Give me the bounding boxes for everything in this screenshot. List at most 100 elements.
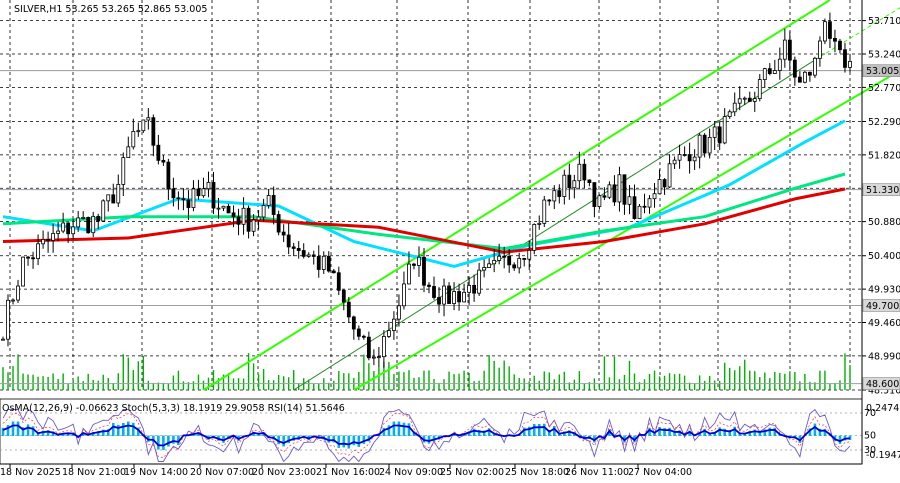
- candle-body: [637, 205, 642, 219]
- time-tick-label: 20 Nov 23:00: [252, 467, 316, 478]
- osma-bar: [848, 435, 852, 440]
- candle-body: [266, 195, 271, 206]
- osma-bar: [337, 435, 341, 448]
- osma-bar: [172, 435, 175, 444]
- candle-body: [527, 249, 532, 260]
- candle-body: [326, 255, 331, 272]
- candle-body: [131, 130, 136, 148]
- oscillator-header: OsMA(12,26,9) -0.06623 Stoch(5,3,3) 18.1…: [2, 403, 345, 414]
- candle-body: [647, 198, 652, 208]
- candle-body: [121, 157, 126, 185]
- candle-body: [477, 269, 482, 294]
- osma-bar: [763, 429, 767, 436]
- price-tick-label: 49.930: [868, 285, 900, 296]
- osma-bar: [773, 427, 777, 436]
- candle-body: [126, 146, 131, 159]
- osma-bar: [838, 435, 842, 444]
- candle-body: [562, 174, 567, 197]
- osma-bar: [467, 431, 471, 436]
- candle-body: [141, 119, 146, 132]
- candle-body: [16, 285, 20, 301]
- price-tick-label: 50.880: [868, 217, 900, 228]
- candle-body: [452, 291, 456, 304]
- osma-bar: [222, 435, 225, 443]
- osma-bar: [362, 435, 366, 444]
- osma-bar: [542, 423, 546, 436]
- osma-bar: [277, 435, 280, 445]
- osma-bar: [392, 421, 396, 436]
- osma-bar: [407, 423, 411, 436]
- time-tick-label: 25 Nov 18:00: [505, 467, 569, 478]
- osma-bar: [593, 435, 596, 443]
- candle-body: [772, 70, 777, 74]
- osma-bar: [111, 423, 115, 436]
- candle-body: [392, 318, 396, 331]
- candle-body: [522, 258, 527, 260]
- channel-mid-line: [293, 56, 821, 391]
- candle-body: [81, 217, 86, 219]
- candle-body: [682, 154, 687, 156]
- candle-body: [171, 188, 176, 199]
- candle-body: [797, 76, 802, 83]
- osma-bar: [402, 422, 406, 436]
- candle-body: [291, 246, 296, 249]
- candle-body: [767, 68, 772, 74]
- price-tick-label: 52.770: [868, 83, 900, 94]
- level-tag-box: [862, 377, 900, 390]
- candle-body: [437, 297, 441, 305]
- candle-body: [261, 205, 266, 218]
- candle-body: [286, 234, 291, 248]
- candle-body: [231, 212, 236, 218]
- candle-body: [306, 254, 311, 257]
- osma-bar: [282, 435, 285, 447]
- candle-body: [702, 134, 707, 154]
- osma-bar: [287, 435, 290, 444]
- volume-bars: [2, 353, 851, 390]
- candle-body: [597, 195, 602, 207]
- osma-bar: [823, 428, 827, 436]
- candle-body: [206, 182, 211, 190]
- candle-body: [1, 338, 5, 341]
- osma-bar: [703, 428, 706, 436]
- candle-body: [818, 40, 822, 59]
- osma-bar: [252, 431, 255, 436]
- time-tick-label: 27 Nov 04:00: [628, 467, 692, 478]
- candle-body: [557, 190, 562, 197]
- osma-bar: [21, 427, 25, 436]
- osma-bar: [177, 435, 180, 445]
- stochastic-line: [2, 408, 851, 463]
- osma-bar: [472, 428, 476, 436]
- candle-body: [241, 207, 246, 225]
- candle-body: [46, 239, 51, 241]
- candle-body: [351, 316, 356, 330]
- candle-body: [181, 198, 186, 201]
- price-tick-label: 51.820: [868, 150, 900, 161]
- osc-level-label: 30: [864, 445, 876, 456]
- osma-bar: [157, 435, 160, 450]
- level-tag-label: 53.005: [866, 66, 899, 77]
- time-tick-label: 20 Nov 07:00: [190, 467, 254, 478]
- candle-body: [592, 182, 597, 207]
- candle-body: [838, 40, 842, 51]
- candle-body: [517, 258, 522, 269]
- channel-line: [202, 0, 831, 391]
- candle-body: [226, 205, 231, 214]
- candle-body: [136, 130, 141, 133]
- candle-body: [186, 199, 191, 208]
- candle-body: [577, 163, 582, 182]
- candle-body: [236, 216, 241, 225]
- price-tick-label: 49.460: [868, 318, 900, 329]
- osma-bar: [347, 435, 351, 449]
- candle-body: [371, 356, 376, 359]
- osma-bar: [26, 424, 30, 436]
- candle-body: [387, 330, 391, 337]
- osma-bar: [813, 423, 817, 436]
- candle-body: [727, 111, 732, 117]
- candle-body: [672, 159, 677, 165]
- candle-body: [722, 116, 727, 144]
- candle-body: [762, 68, 767, 80]
- candle-body: [412, 263, 416, 266]
- price-tick-label: 53.710: [868, 16, 900, 27]
- osma-bar: [382, 427, 386, 436]
